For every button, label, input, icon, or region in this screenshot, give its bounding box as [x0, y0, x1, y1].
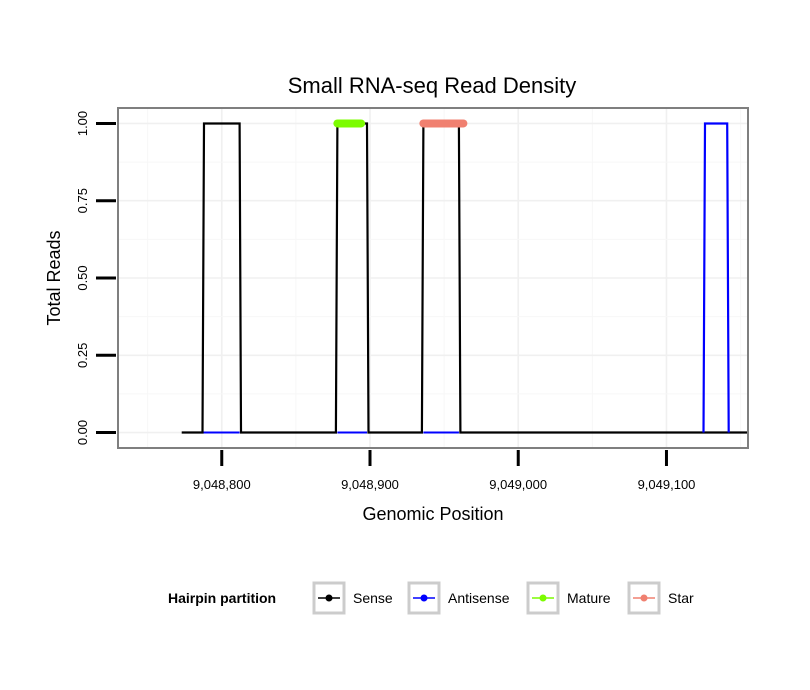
legend-key-point-sense [325, 594, 333, 602]
y-tick-label-0: 0.00 [75, 420, 90, 445]
legend-key-point-star [640, 594, 648, 602]
legend-label-star: Star [668, 590, 694, 606]
legend-title: Hairpin partition [168, 590, 276, 606]
plot-panel-border [117, 107, 749, 449]
legend-key-point-antisense [420, 594, 428, 602]
legend-label-sense: Sense [353, 590, 393, 606]
y-tick-label-3: 0.75 [75, 188, 90, 213]
antisense-peak-line [702, 122, 730, 433]
chart-title: Small RNA-seq Read Density [288, 73, 577, 98]
x-tick-label-3: 9,049,100 [638, 477, 696, 492]
y-axis-label: Total Reads [44, 230, 64, 325]
x-tick-label-2: 9,049,000 [489, 477, 547, 492]
grid [118, 108, 748, 448]
legend-key-point-mature [539, 594, 547, 602]
legend-label-antisense: Antisense [448, 590, 510, 606]
legend: Hairpin partition Sense Antisense Mature St… [168, 581, 694, 615]
x-axis: 9,048,800 9,048,900 9,049,000 9,049,100 [193, 450, 696, 492]
legend-label-mature: Mature [567, 590, 611, 606]
y-tick-label-4: 1.00 [75, 111, 90, 136]
y-tick-label-1: 0.25 [75, 343, 90, 368]
x-axis-label: Genomic Position [362, 504, 503, 524]
x-tick-label-1: 9,048,900 [341, 477, 399, 492]
y-axis: 0.00 0.25 0.50 0.75 1.00 [75, 111, 116, 445]
y-tick-label-2: 0.50 [75, 265, 90, 290]
series-layer [181, 119, 748, 434]
x-tick-label-0: 9,048,800 [193, 477, 251, 492]
